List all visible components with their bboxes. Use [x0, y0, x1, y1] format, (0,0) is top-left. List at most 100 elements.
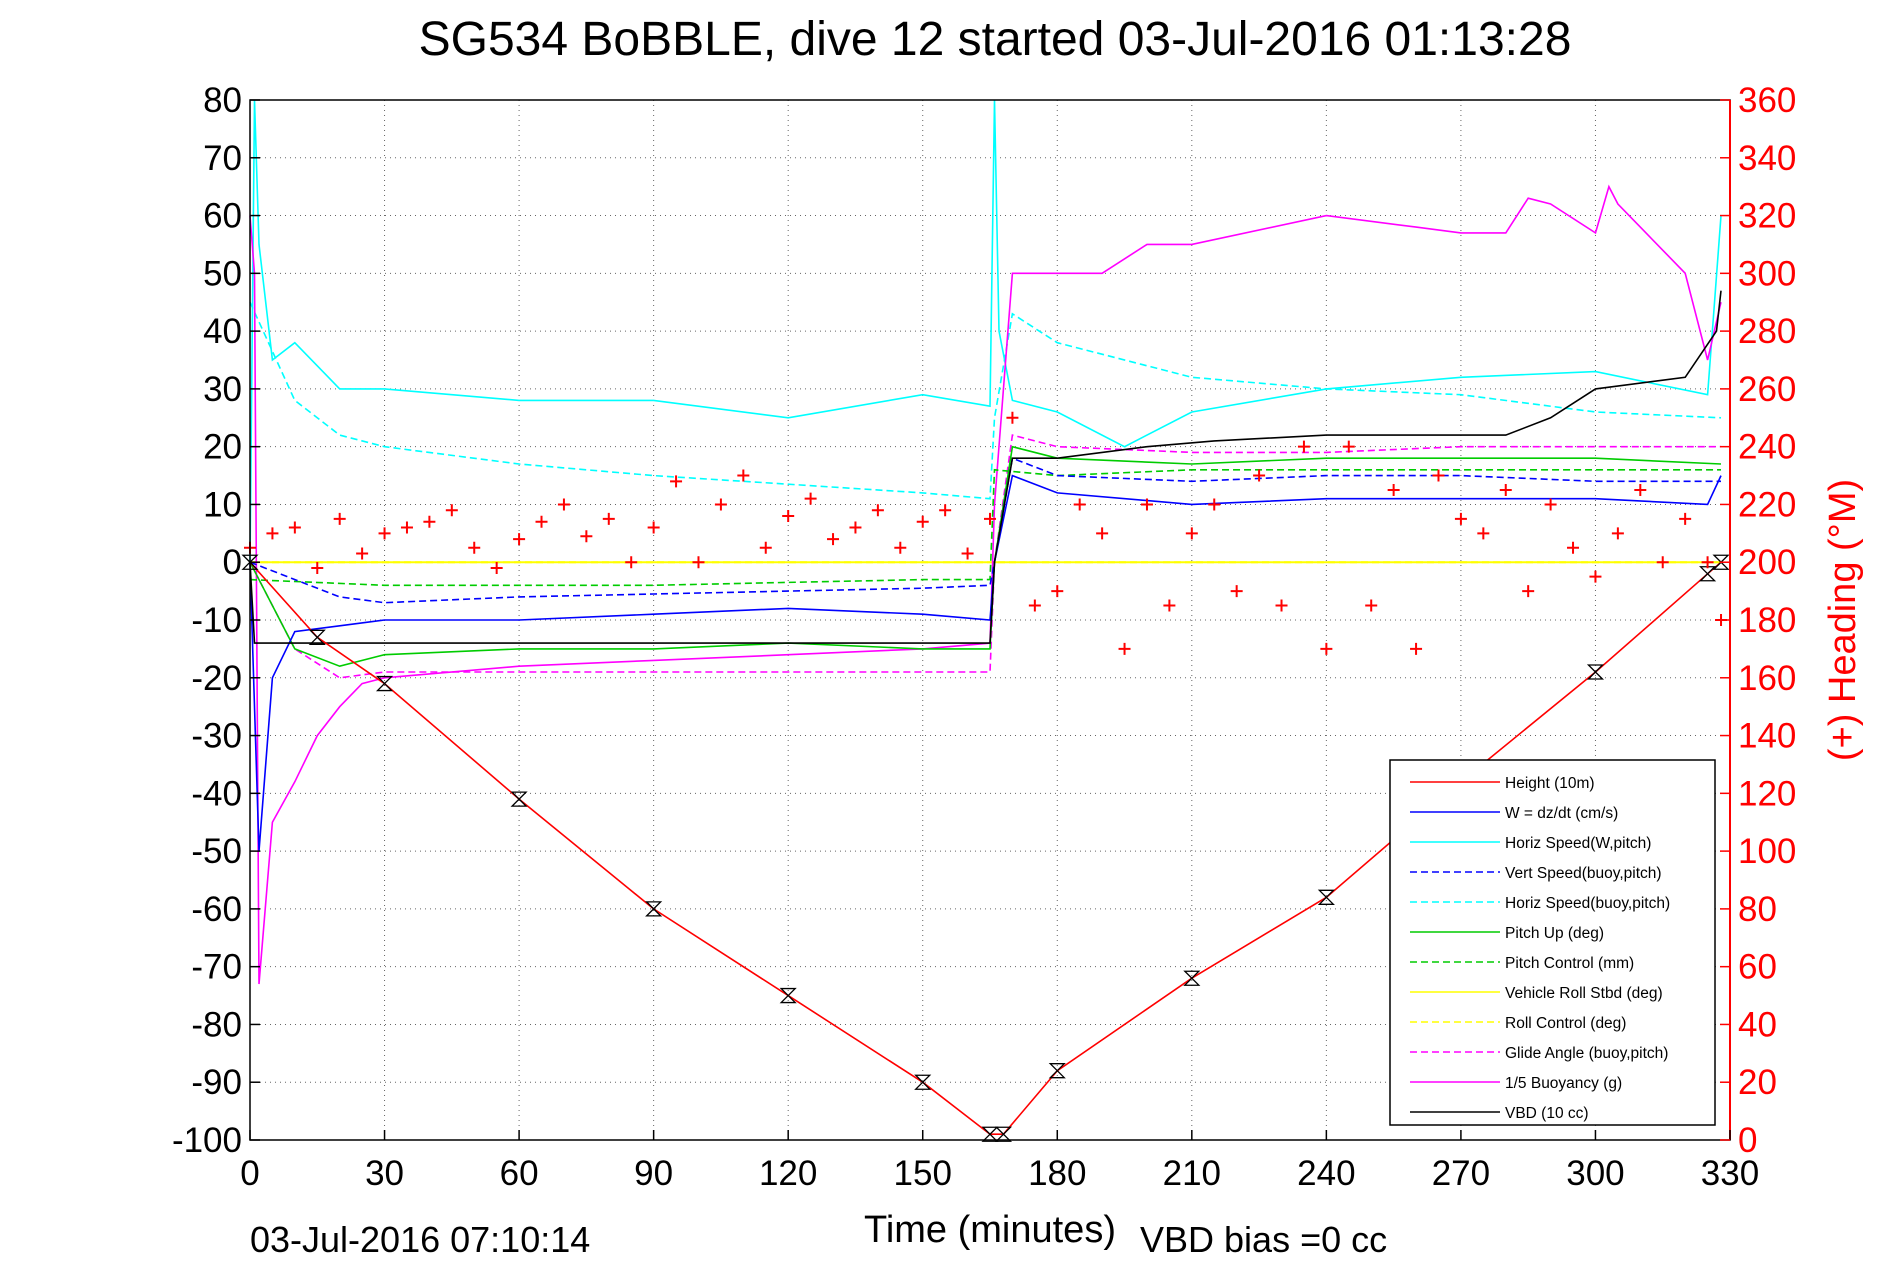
series-heading-m — [244, 411, 1728, 655]
y-tick-label: 40 — [203, 312, 242, 351]
heading-point — [1365, 599, 1378, 612]
height-marker — [510, 791, 528, 807]
x-tick-label: 330 — [1701, 1154, 1759, 1193]
x-tick-label: 90 — [634, 1154, 673, 1193]
series-line — [249, 290, 1722, 644]
y-right-tick-label: 100 — [1738, 832, 1796, 871]
heading-point — [1589, 570, 1602, 583]
height-marker — [375, 675, 394, 692]
legend-box — [1389, 759, 1716, 1126]
legend-label: Vehicle Roll Stbd (deg) — [1505, 985, 1663, 1002]
height-marker — [994, 1126, 1013, 1142]
legend-label: Pitch Control (mm) — [1505, 955, 1634, 972]
height-marker — [1712, 554, 1730, 570]
x-tick-label: 300 — [1566, 1154, 1624, 1193]
height-marker — [308, 629, 326, 645]
y-tick-label: -70 — [191, 948, 242, 987]
y-tick-label: 20 — [203, 428, 242, 467]
heading-point — [1297, 440, 1310, 453]
heading-point — [1679, 512, 1692, 525]
heading-point — [1208, 498, 1221, 511]
x-axis-label: Time (minutes) — [864, 1209, 1116, 1251]
heading-point — [535, 515, 548, 528]
heading-point — [916, 515, 929, 528]
y-tick-label: -100 — [172, 1121, 242, 1160]
y-right-tick-label: 340 — [1738, 139, 1796, 178]
heading-point — [1611, 527, 1624, 540]
height-marker — [779, 987, 797, 1004]
series-pitch-up-deg — [249, 445, 1722, 668]
heading-point — [311, 562, 324, 574]
height-marker — [1699, 566, 1717, 582]
heading-point — [1634, 484, 1647, 496]
heading-point — [625, 556, 638, 569]
series-1-5-buoyancy-g — [249, 184, 1722, 985]
y-right-tick-label: 80 — [1738, 890, 1777, 929]
heading-point — [468, 541, 481, 554]
heading-point — [1253, 469, 1266, 482]
heading-point — [759, 541, 772, 554]
heading-point — [1051, 585, 1064, 598]
heading-point — [378, 527, 391, 540]
heading-point — [894, 541, 907, 554]
series-vbd-10-cc — [249, 290, 1722, 644]
heading-point — [849, 521, 862, 534]
y-right-tick-label: 260 — [1738, 370, 1796, 409]
heading-point — [714, 498, 727, 511]
height-marker — [981, 1126, 999, 1142]
heading-point — [1544, 498, 1557, 511]
x-tick-label: 0 — [240, 1154, 259, 1193]
legend-label: Pitch Up (deg) — [1505, 925, 1604, 942]
legend-label: Roll Control (deg) — [1505, 1015, 1626, 1032]
y-axis-left-ticks: -100-90-80-70-60-50-40-30-20-10010203040… — [172, 81, 260, 1160]
x-tick-label: 120 — [759, 1154, 817, 1193]
heading-point — [266, 527, 279, 540]
heading-point — [1656, 556, 1669, 569]
y-tick-label: 50 — [203, 254, 242, 293]
heading-point — [737, 469, 750, 482]
x-tick-label: 180 — [1028, 1154, 1086, 1193]
height-marker — [241, 554, 259, 570]
legend-label: Horiz Speed(W,pitch) — [1505, 835, 1651, 852]
series-w-dz-dt-cm-s — [249, 474, 1722, 852]
legend-label: VBD (10 cc) — [1505, 1105, 1589, 1122]
legend: Height (10m) W = dz/dt (cm/s) Horiz Speed(… — [1389, 759, 1716, 1126]
heading-point — [871, 504, 884, 517]
y-right-tick-label: 60 — [1738, 948, 1777, 987]
heading-point — [827, 533, 840, 546]
y-right-tick-label: 140 — [1738, 717, 1796, 756]
heading-point — [692, 556, 705, 569]
y-right-tick-label: 300 — [1738, 254, 1796, 293]
height-marker — [645, 901, 663, 917]
y-right-tick-label: 20 — [1738, 1063, 1777, 1102]
y-right-tick-label: 120 — [1738, 774, 1796, 813]
y-tick-label: 60 — [203, 197, 242, 236]
footer-timestamp: 03-Jul-2016 07:10:14 — [250, 1219, 590, 1260]
heading-point — [984, 512, 996, 525]
heading-point — [1163, 599, 1176, 612]
heading-point — [1275, 599, 1288, 612]
series-horiz-speed-buoy-pitch — [249, 301, 1722, 500]
chart-title: SG534 BoBBLE, dive 12 started 03-Jul-201… — [419, 13, 1572, 66]
legend-label: Glide Angle (buoy,pitch) — [1505, 1045, 1668, 1062]
y-right-tick-label: 180 — [1738, 601, 1796, 640]
series-horiz-speed-w-pitch — [249, 99, 1722, 563]
heading-point — [513, 533, 526, 546]
heading-point — [1477, 527, 1490, 540]
heading-point — [1320, 642, 1333, 655]
y-right-tick-label: 200 — [1738, 543, 1796, 582]
series-layer — [241, 99, 1730, 1142]
height-marker — [1317, 889, 1335, 905]
heading-point — [333, 512, 346, 525]
heading-point — [782, 510, 795, 522]
heading-point — [356, 547, 369, 560]
y-tick-label: 70 — [203, 139, 242, 178]
heading-point — [1410, 642, 1423, 655]
x-tick-label: 240 — [1297, 1154, 1355, 1193]
series-line — [249, 457, 1721, 604]
series-line — [249, 99, 1722, 563]
y-right-tick-label: 280 — [1738, 312, 1796, 351]
heading-point — [1342, 440, 1355, 453]
y-tick-label: -90 — [191, 1063, 242, 1102]
